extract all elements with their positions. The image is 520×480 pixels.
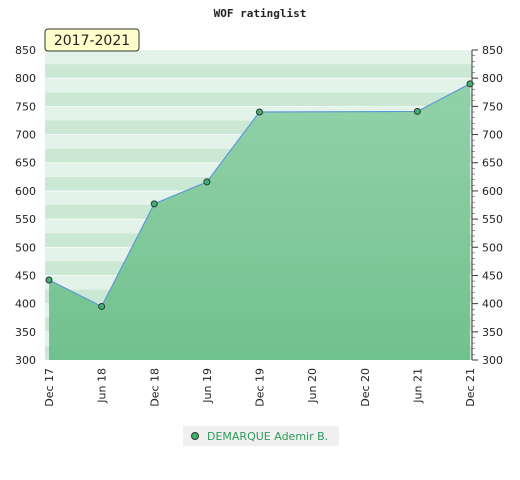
x-tick-label: Dec 17 xyxy=(43,368,56,407)
point xyxy=(203,178,211,186)
y2-tick-label: 750 xyxy=(482,100,503,113)
point xyxy=(45,276,53,284)
y2-tick-label: 600 xyxy=(482,185,503,198)
legend xyxy=(183,426,339,446)
y-tick-label: 750 xyxy=(15,100,36,113)
y-tick-label: 850 xyxy=(15,44,36,57)
y2-tick-label: 700 xyxy=(482,129,503,142)
x-tick-label: Jun 21 xyxy=(411,368,424,404)
y2-tick-label: 850 xyxy=(482,44,503,57)
y-tick-label: 350 xyxy=(15,326,36,339)
chart-title: WOF ratinglist xyxy=(214,7,307,20)
point xyxy=(98,302,106,310)
x-tick-label: Jun 20 xyxy=(306,368,319,404)
bg-stripe xyxy=(45,92,472,107)
y2-tick-label: 400 xyxy=(482,298,503,311)
y-tick-label: 400 xyxy=(15,298,36,311)
x-tick-label: Jun 18 xyxy=(96,368,109,404)
y2-tick-label: 300 xyxy=(482,354,503,367)
x-tick-label: Dec 19 xyxy=(254,368,267,407)
legend-label: DEMARQUE Ademir B. xyxy=(207,430,328,443)
bg-stripe xyxy=(45,78,472,93)
legend-marker xyxy=(191,432,199,440)
y2-tick-label: 800 xyxy=(482,72,503,85)
annotation-box xyxy=(44,28,140,52)
y-tick-label: 550 xyxy=(15,213,36,226)
y-tick-label: 650 xyxy=(15,157,36,170)
y-tick-label: 700 xyxy=(15,129,36,142)
x-tick-label: Dec 21 xyxy=(464,368,477,407)
y2-tick-label: 450 xyxy=(482,269,503,282)
y2-tick-label: 550 xyxy=(482,213,503,226)
point xyxy=(413,107,421,115)
point xyxy=(466,80,474,88)
bg-stripe xyxy=(45,64,472,79)
y-tick-label: 800 xyxy=(15,72,36,85)
annotation: 2017-2021 xyxy=(54,33,130,49)
y-tick-label: 450 xyxy=(15,269,36,282)
area xyxy=(49,83,470,361)
x-tick-label: Jun 19 xyxy=(201,368,214,404)
y2-tick-label: 650 xyxy=(482,157,503,170)
point xyxy=(256,108,263,116)
x-tick-label: Dec 20 xyxy=(359,368,372,407)
bg-stripe xyxy=(45,50,472,65)
y-tick-label: 600 xyxy=(15,185,36,198)
x-tick-label: Dec 18 xyxy=(148,368,161,407)
y2-tick-label: 500 xyxy=(482,241,503,254)
y-tick-label: 500 xyxy=(15,241,36,254)
y-tick-label: 300 xyxy=(15,354,36,367)
point xyxy=(150,200,158,208)
plot: 300 300 350 350 400 400 450 450 500 500 550 550 600 6… xyxy=(15,44,503,407)
y2-tick-label: 350 xyxy=(482,326,503,339)
